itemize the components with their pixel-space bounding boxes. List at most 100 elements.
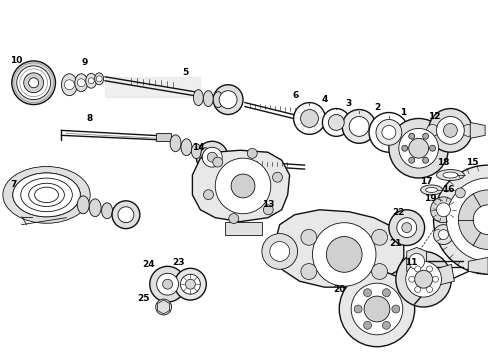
Circle shape [409, 157, 415, 163]
Circle shape [351, 283, 403, 335]
Circle shape [389, 118, 448, 178]
Circle shape [354, 305, 362, 313]
Circle shape [301, 229, 317, 245]
Polygon shape [407, 247, 427, 277]
Circle shape [64, 80, 74, 90]
Ellipse shape [75, 74, 88, 92]
Text: 13: 13 [262, 200, 274, 209]
Circle shape [462, 125, 474, 136]
Circle shape [156, 299, 171, 315]
Circle shape [88, 78, 94, 84]
Text: 9: 9 [81, 58, 87, 67]
Circle shape [313, 223, 376, 286]
Text: 2: 2 [374, 103, 380, 112]
Circle shape [326, 237, 362, 272]
Text: 16: 16 [442, 185, 455, 194]
Circle shape [112, 201, 140, 229]
Ellipse shape [192, 144, 201, 159]
Text: 23: 23 [172, 258, 185, 267]
Circle shape [364, 289, 371, 297]
Circle shape [415, 287, 420, 293]
Circle shape [427, 287, 433, 293]
Circle shape [415, 270, 433, 288]
Circle shape [406, 261, 441, 297]
Circle shape [422, 157, 429, 163]
Circle shape [219, 91, 237, 109]
Ellipse shape [77, 196, 89, 214]
Ellipse shape [61, 74, 77, 96]
Circle shape [409, 133, 415, 139]
Circle shape [409, 138, 429, 158]
Circle shape [96, 76, 102, 82]
Circle shape [402, 145, 408, 151]
Ellipse shape [443, 172, 458, 178]
Circle shape [328, 114, 344, 130]
Circle shape [231, 174, 255, 198]
Circle shape [12, 61, 55, 105]
Circle shape [24, 73, 44, 93]
Circle shape [213, 85, 243, 114]
Text: 22: 22 [392, 208, 405, 217]
Circle shape [409, 276, 415, 282]
Text: 14: 14 [192, 143, 205, 152]
Ellipse shape [21, 178, 73, 212]
Circle shape [427, 266, 433, 272]
Ellipse shape [213, 92, 223, 108]
Ellipse shape [13, 173, 80, 217]
Polygon shape [470, 122, 485, 138]
Circle shape [157, 273, 178, 295]
Text: 17: 17 [420, 177, 433, 186]
Circle shape [396, 251, 451, 307]
Circle shape [202, 147, 222, 167]
Circle shape [371, 229, 388, 245]
Circle shape [392, 305, 400, 313]
Ellipse shape [89, 199, 101, 217]
Circle shape [342, 109, 376, 143]
Circle shape [409, 253, 425, 269]
Circle shape [437, 203, 450, 217]
Circle shape [207, 152, 217, 162]
Circle shape [364, 296, 390, 322]
Circle shape [349, 117, 369, 136]
Ellipse shape [194, 90, 203, 105]
Circle shape [364, 321, 371, 329]
Circle shape [29, 78, 39, 88]
Text: 6: 6 [293, 91, 299, 100]
Circle shape [150, 266, 185, 302]
Ellipse shape [29, 183, 64, 207]
Text: 24: 24 [143, 260, 155, 269]
Circle shape [163, 279, 172, 289]
Ellipse shape [426, 188, 438, 192]
Ellipse shape [29, 183, 64, 207]
Circle shape [422, 133, 429, 139]
Ellipse shape [95, 73, 103, 85]
Circle shape [369, 113, 409, 152]
Ellipse shape [201, 148, 210, 161]
Ellipse shape [35, 187, 58, 203]
Text: 20: 20 [333, 285, 345, 294]
Ellipse shape [437, 170, 465, 180]
Polygon shape [225, 222, 262, 235]
Ellipse shape [181, 139, 192, 156]
Ellipse shape [113, 206, 122, 220]
Circle shape [473, 205, 490, 235]
Text: 1: 1 [400, 108, 406, 117]
Text: 15: 15 [466, 158, 478, 167]
Text: 19: 19 [424, 194, 437, 203]
Circle shape [213, 157, 223, 167]
Circle shape [382, 289, 391, 297]
Circle shape [339, 271, 415, 347]
Polygon shape [435, 264, 454, 285]
Circle shape [322, 109, 350, 136]
Circle shape [77, 79, 85, 87]
Circle shape [458, 190, 490, 249]
Polygon shape [156, 133, 171, 141]
Circle shape [262, 234, 297, 269]
Ellipse shape [170, 135, 181, 152]
Circle shape [270, 242, 290, 261]
Text: 12: 12 [428, 112, 441, 121]
Circle shape [229, 213, 239, 224]
Text: 10: 10 [10, 57, 22, 66]
Polygon shape [193, 150, 290, 222]
Text: 4: 4 [321, 95, 328, 104]
